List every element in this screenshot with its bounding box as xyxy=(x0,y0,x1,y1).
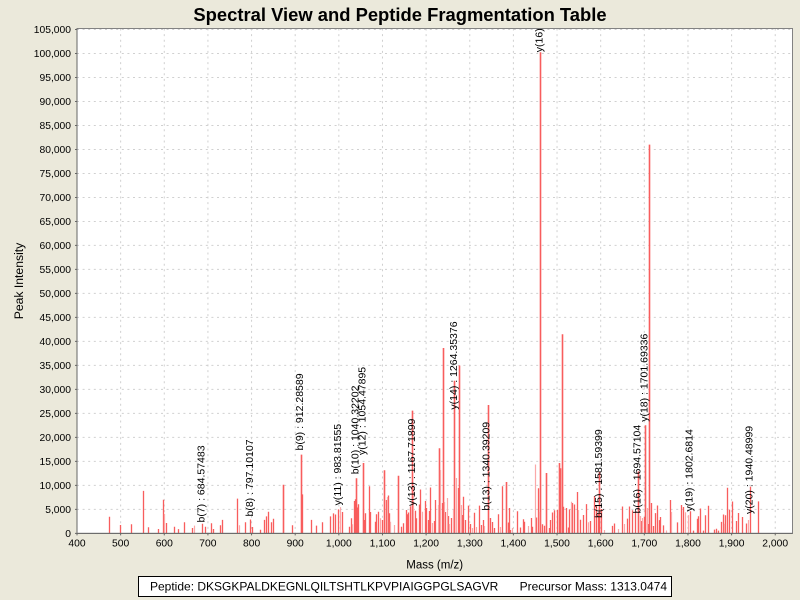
svg-text:20,000: 20,000 xyxy=(40,433,72,444)
svg-text:800: 800 xyxy=(243,539,260,550)
svg-text:b(16) : 1694.57104: b(16) : 1694.57104 xyxy=(632,425,644,514)
svg-text:Peptide: DKSGKPALDKEGNLQILTSHT: Peptide: DKSGKPALDKEGNLQILTSHTLKPVPIAIGG… xyxy=(150,580,499,594)
svg-text:y(14) : 1264.35376: y(14) : 1264.35376 xyxy=(448,321,460,409)
svg-text:40,000: 40,000 xyxy=(40,337,72,348)
svg-text:1,400: 1,400 xyxy=(501,539,527,550)
svg-text:15,000: 15,000 xyxy=(40,457,72,468)
svg-text:80,000: 80,000 xyxy=(40,145,72,156)
svg-text:700: 700 xyxy=(199,539,216,550)
svg-text:35,000: 35,000 xyxy=(40,361,72,372)
svg-text:y(19) : 1802.6814: y(19) : 1802.6814 xyxy=(683,429,695,511)
svg-text:65,000: 65,000 xyxy=(40,217,72,228)
svg-text:75,000: 75,000 xyxy=(40,169,72,180)
svg-text:25,000: 25,000 xyxy=(40,409,72,420)
svg-text:1,300: 1,300 xyxy=(457,539,483,550)
svg-text:Precursor Mass: 1313.0474: Precursor Mass: 1313.0474 xyxy=(520,580,668,594)
svg-text:b(10) : 1040.32202: b(10) : 1040.32202 xyxy=(350,385,362,474)
svg-text:Spectral View and Peptide Frag: Spectral View and Peptide Fragmentation … xyxy=(193,4,606,25)
svg-text:y(18) : 1701.69336: y(18) : 1701.69336 xyxy=(639,333,651,421)
svg-text:1,500: 1,500 xyxy=(544,539,570,550)
svg-text:y(11) : 983.81555: y(11) : 983.81555 xyxy=(332,424,344,506)
svg-text:Peak Intensity: Peak Intensity xyxy=(12,242,26,319)
svg-text:100,000: 100,000 xyxy=(34,49,71,60)
svg-text:45,000: 45,000 xyxy=(40,313,72,324)
svg-text:90,000: 90,000 xyxy=(40,97,72,108)
svg-text:30,000: 30,000 xyxy=(40,385,72,396)
svg-text:1,800: 1,800 xyxy=(675,539,701,550)
svg-text:b(8) : 797.10107: b(8) : 797.10107 xyxy=(244,439,256,516)
svg-text:Mass (m/z): Mass (m/z) xyxy=(406,560,463,572)
svg-text:600: 600 xyxy=(156,539,173,550)
svg-text:y(16): y(16) xyxy=(534,28,546,52)
svg-text:b(9) : 912.28589: b(9) : 912.28589 xyxy=(294,373,306,450)
svg-text:50,000: 50,000 xyxy=(40,289,72,300)
svg-text:1,700: 1,700 xyxy=(631,539,657,550)
svg-text:85,000: 85,000 xyxy=(40,121,72,132)
svg-text:1,900: 1,900 xyxy=(719,539,745,550)
svg-text:y(13) : 1167.71899: y(13) : 1167.71899 xyxy=(406,418,418,506)
svg-text:b(7) : 684.57483: b(7) : 684.57483 xyxy=(195,445,207,522)
svg-text:105,000: 105,000 xyxy=(34,25,71,36)
svg-text:55,000: 55,000 xyxy=(40,265,72,276)
svg-text:b(15) : 1581.59399: b(15) : 1581.59399 xyxy=(593,429,605,518)
svg-text:5,000: 5,000 xyxy=(45,505,71,516)
svg-text:400: 400 xyxy=(68,539,85,550)
svg-text:y(12) : 1054.47895: y(12) : 1054.47895 xyxy=(356,367,368,455)
svg-text:b(13) : 1340.39209: b(13) : 1340.39209 xyxy=(480,422,492,511)
svg-text:2,000: 2,000 xyxy=(762,539,788,550)
svg-text:y(20) : 1940.48999: y(20) : 1940.48999 xyxy=(744,426,756,514)
svg-text:0: 0 xyxy=(65,529,71,540)
svg-text:1,000: 1,000 xyxy=(326,539,352,550)
svg-text:70,000: 70,000 xyxy=(40,193,72,204)
svg-text:500: 500 xyxy=(112,539,129,550)
svg-text:1,100: 1,100 xyxy=(370,539,396,550)
svg-text:900: 900 xyxy=(287,539,304,550)
svg-text:10,000: 10,000 xyxy=(40,481,72,492)
svg-text:1,600: 1,600 xyxy=(588,539,614,550)
svg-text:60,000: 60,000 xyxy=(40,241,72,252)
svg-text:1,200: 1,200 xyxy=(413,539,439,550)
svg-text:95,000: 95,000 xyxy=(40,73,72,84)
